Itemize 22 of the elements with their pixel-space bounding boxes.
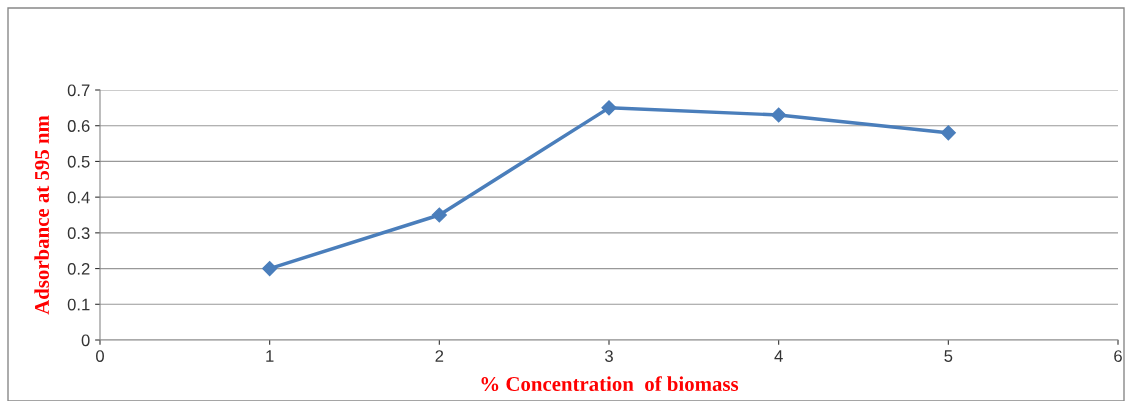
point	[771, 107, 787, 123]
x-tick-label: 6	[1114, 350, 1122, 362]
point	[601, 100, 617, 116]
y-tick-label: 0.6	[67, 120, 90, 132]
point	[940, 125, 956, 141]
y-tick-label: 0.1	[67, 298, 90, 311]
x-tick-label: 0	[96, 350, 104, 362]
point	[262, 261, 278, 277]
x-axis-title: % Concentration of biomass	[481, 376, 739, 392]
y-tick-label: 0.4	[67, 191, 90, 204]
y-tick-label: 0.7	[67, 84, 90, 97]
y-tick-label: 0.2	[67, 262, 90, 275]
y-tick-label: 0.3	[67, 227, 90, 240]
y-tick-label: 0	[81, 334, 90, 347]
x-tick-label: 5	[944, 350, 953, 362]
y-tick-label: 0.5	[67, 155, 90, 168]
x-tick-label: 3	[605, 350, 613, 362]
y-axis-title: Adsorbance at 595 nm	[34, 115, 49, 315]
x-tick-label: 1	[266, 350, 274, 362]
x-tick-label: 2	[435, 350, 444, 362]
point	[431, 207, 447, 223]
x-tick-label: 4	[774, 350, 783, 362]
